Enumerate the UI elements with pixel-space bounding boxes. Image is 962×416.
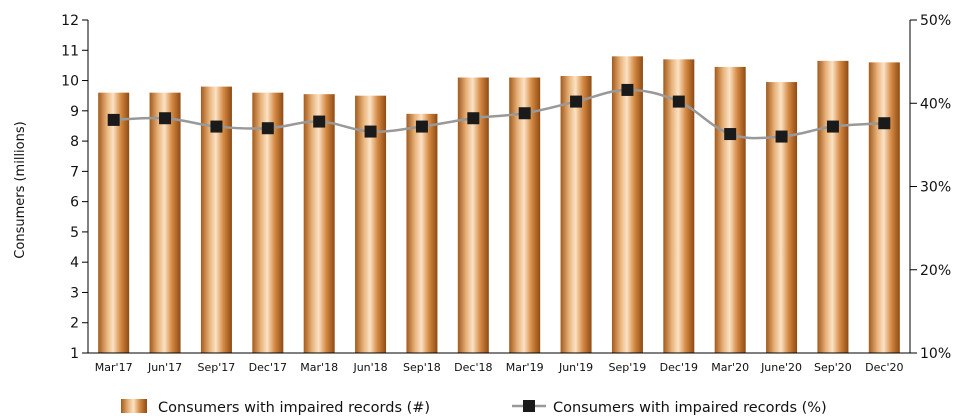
left-tick-label: 5 bbox=[70, 225, 79, 241]
percent-line bbox=[113, 88, 885, 140]
right-tick-label: 20% bbox=[920, 263, 951, 279]
line-marker bbox=[826, 120, 839, 133]
x-tick-label: Sep'17 bbox=[198, 361, 236, 374]
x-tick-label: Mar'19 bbox=[506, 361, 544, 374]
bar bbox=[868, 62, 900, 354]
line-marker bbox=[467, 112, 480, 125]
x-tick-label: Mar'17 bbox=[95, 361, 133, 374]
legend-bar-label: Consumers with impaired records (#) bbox=[158, 400, 430, 416]
left-tick-label: 10 bbox=[61, 74, 79, 90]
right-y-ticks: 10% 20% 30% 40% 50% bbox=[910, 13, 951, 362]
left-tick-label: 6 bbox=[70, 195, 79, 211]
line-marker bbox=[313, 115, 326, 128]
legend-line-marker bbox=[523, 400, 535, 412]
bar bbox=[766, 82, 798, 354]
left-tick-label: 3 bbox=[70, 285, 79, 301]
left-tick-label: 4 bbox=[70, 255, 79, 271]
line-marker bbox=[518, 107, 531, 120]
bar-series bbox=[98, 56, 900, 354]
left-tick-label: 1 bbox=[70, 346, 79, 362]
x-tick-label: Dec'19 bbox=[660, 361, 698, 374]
x-tick-label: Jun'19 bbox=[558, 361, 593, 374]
bar bbox=[406, 113, 438, 353]
line-marker bbox=[672, 95, 685, 108]
x-tick-label: Sep'18 bbox=[403, 361, 441, 374]
x-tick-label: June'20 bbox=[760, 361, 802, 374]
line-marker bbox=[415, 120, 428, 133]
left-tick-label: 2 bbox=[70, 316, 79, 332]
x-ticks: Mar'17 Jun'17 Sep'17 Dec'17 Mar'18 Jun'18 Sep'… bbox=[95, 361, 904, 374]
line-marker bbox=[621, 83, 634, 96]
left-tick-label: 8 bbox=[70, 134, 79, 150]
x-tick-label: Mar'20 bbox=[711, 361, 749, 374]
line-marker bbox=[210, 120, 223, 133]
bar bbox=[252, 92, 284, 354]
line-marker bbox=[724, 128, 737, 141]
x-tick-label: Jun'18 bbox=[352, 361, 387, 374]
x-tick-label: Dec'17 bbox=[249, 361, 287, 374]
bar bbox=[509, 77, 541, 353]
left-tick-label: 7 bbox=[70, 164, 79, 180]
bar bbox=[817, 60, 849, 353]
left-tick-label: 12 bbox=[61, 13, 79, 29]
line-marker bbox=[364, 125, 377, 138]
legend-bar-swatch bbox=[121, 399, 147, 413]
bar bbox=[611, 56, 643, 354]
right-tick-label: 30% bbox=[920, 180, 951, 196]
x-tick-label: Sep'19 bbox=[609, 361, 647, 374]
left-tick-label: 9 bbox=[70, 104, 79, 120]
line-marker bbox=[570, 95, 583, 108]
left-tick-label: 11 bbox=[61, 43, 79, 59]
bar bbox=[98, 92, 130, 354]
y-axis-title: Consumers (millions) bbox=[13, 121, 28, 258]
right-tick-label: 40% bbox=[920, 96, 951, 112]
x-tick-label: Jun'17 bbox=[147, 361, 182, 374]
bar bbox=[355, 95, 387, 353]
bar bbox=[303, 94, 335, 353]
right-tick-label: 10% bbox=[920, 346, 951, 362]
x-tick-label: Mar'18 bbox=[300, 361, 338, 374]
legend: Consumers with impaired records (#) Cons… bbox=[121, 399, 827, 416]
line-marker bbox=[159, 112, 172, 125]
bar bbox=[149, 92, 181, 354]
line-series bbox=[107, 83, 891, 143]
x-tick-label: Sep'20 bbox=[814, 361, 852, 374]
legend-line-label: Consumers with impaired records (%) bbox=[553, 400, 827, 416]
bar bbox=[560, 76, 592, 353]
bar bbox=[714, 66, 746, 353]
right-tick-label: 50% bbox=[920, 13, 951, 29]
line-marker bbox=[261, 122, 274, 135]
line-marker bbox=[107, 113, 120, 126]
line-marker bbox=[775, 130, 788, 143]
x-tick-label: Dec'18 bbox=[454, 361, 492, 374]
line-marker bbox=[878, 117, 891, 130]
x-tick-label: Dec'20 bbox=[865, 361, 903, 374]
